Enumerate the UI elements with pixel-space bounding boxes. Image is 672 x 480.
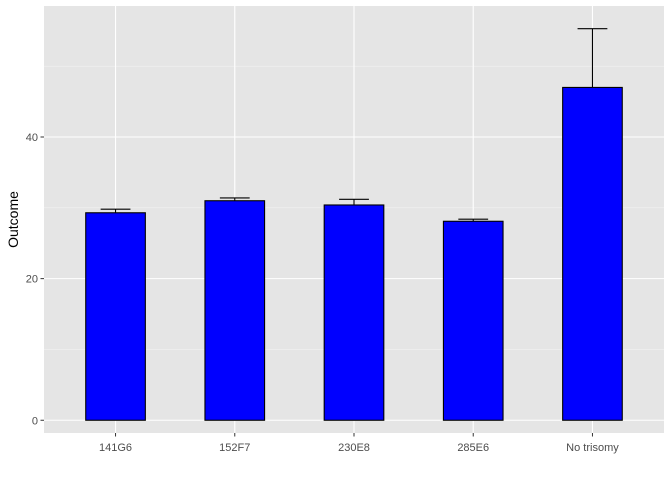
y-axis: 0 20 40 xyxy=(26,132,44,427)
error-bars xyxy=(100,28,608,222)
bars xyxy=(85,86,623,421)
bar-141g6 xyxy=(85,212,146,421)
bar-230e8 xyxy=(323,204,385,421)
error-bar xyxy=(458,218,489,222)
y-tick-label: 20 xyxy=(26,274,38,286)
x-tick-label: 141G6 xyxy=(99,442,132,454)
error-bar xyxy=(339,198,369,205)
bar-285e6 xyxy=(442,220,504,421)
y-axis-title: Outcome xyxy=(5,191,21,248)
y-tick-label: 0 xyxy=(32,415,38,427)
bar-152f7 xyxy=(204,200,266,421)
error-bar xyxy=(577,28,608,88)
x-tick-label: 152F7 xyxy=(219,442,250,454)
y-tick-label: 40 xyxy=(26,132,38,144)
error-bar xyxy=(219,197,250,201)
x-tick-label: 285E6 xyxy=(457,442,489,454)
x-tick-label: 230E8 xyxy=(338,442,370,454)
error-bar xyxy=(100,208,131,213)
bar-no-trisomy xyxy=(562,86,623,421)
x-tick-label: No trisomy xyxy=(566,442,619,454)
x-axis: 141G6 152F7 230E8 285E6 No trisomy xyxy=(99,433,619,454)
